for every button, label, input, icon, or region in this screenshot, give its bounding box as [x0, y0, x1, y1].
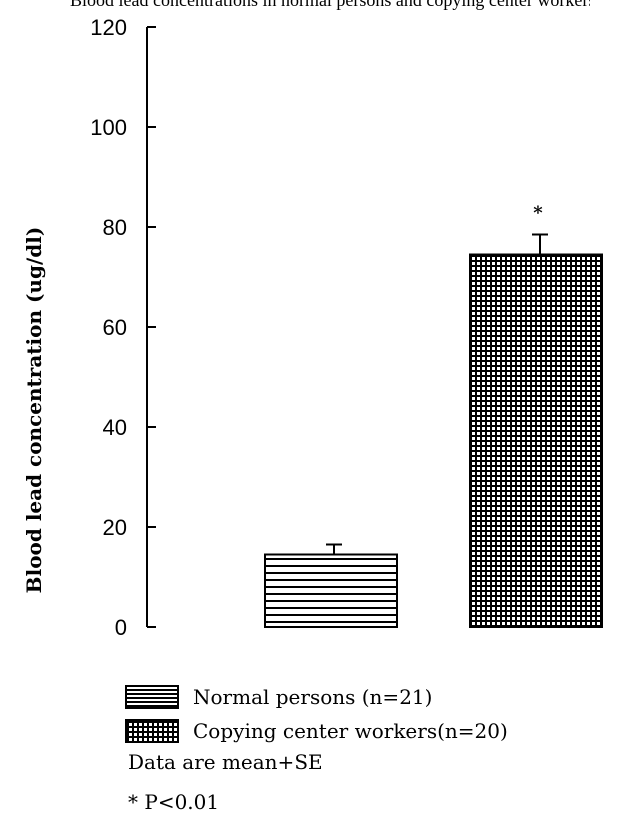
y-tick-label: 0 — [115, 615, 127, 640]
bar-copying-center-workers — [469, 253, 603, 628]
y-tick-label: 80 — [103, 215, 127, 240]
bar-chart: 0 20 40 60 80 100 120 * — [90, 15, 603, 640]
legend-swatch-grid — [125, 719, 179, 743]
legend-item-normal: Normal persons (n=21) — [125, 680, 508, 714]
significance-marker: * — [533, 203, 543, 224]
y-tick-label: 60 — [103, 315, 127, 340]
y-tick-label: 20 — [103, 515, 127, 540]
bar-normal-persons — [264, 553, 398, 628]
y-tick-label: 40 — [103, 415, 127, 440]
legend: Normal persons (n=21) Copying center wor… — [125, 680, 508, 748]
legend-label-copying: Copying center workers(n=20) — [193, 719, 508, 743]
y-tick-label: 100 — [90, 115, 127, 140]
y-tick-label: 120 — [90, 15, 127, 40]
y-axis-label: Blood lead concentration (ug/dl) — [22, 226, 46, 594]
data-note: Data are mean+SE — [128, 750, 323, 774]
legend-label-normal: Normal persons (n=21) — [193, 685, 433, 709]
cropped-caption: Blood lead concentrations in normal pers… — [70, 0, 590, 10]
significance-note: * P<0.01 — [128, 790, 220, 814]
legend-item-copying: Copying center workers(n=20) — [125, 714, 508, 748]
legend-swatch-horizontal-lines — [125, 685, 179, 709]
